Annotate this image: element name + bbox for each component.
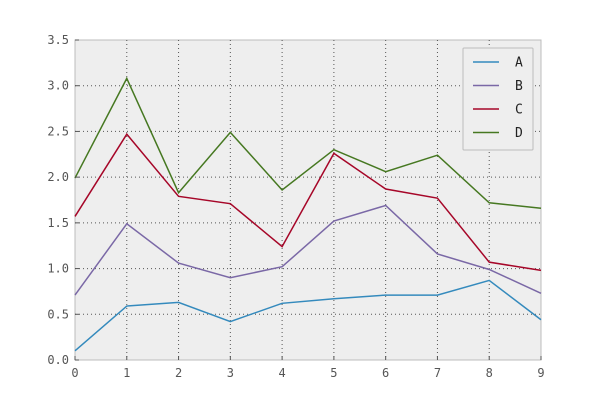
y-tick-label: 3.5 — [47, 33, 69, 47]
legend-label-a: A — [515, 56, 523, 71]
x-tick-label: 8 — [486, 366, 493, 380]
legend-box — [462, 47, 534, 151]
x-tick-label: 4 — [278, 366, 285, 380]
x-tick-label: 0 — [71, 366, 78, 380]
x-tick-label: 1 — [123, 366, 130, 380]
x-tick-label: 5 — [330, 366, 337, 380]
y-axis-ticks: 0.0 0.5 1.0 1.5 2.0 2.5 3.0 3.5 — [47, 33, 79, 367]
y-tick-label: 0.0 — [47, 353, 69, 367]
x-tick-label: 3 — [227, 366, 234, 380]
y-tick-label: 1.5 — [47, 216, 69, 230]
y-tick-label: 1.0 — [47, 262, 69, 276]
series-line-d — [74, 76, 542, 209]
series-lines — [74, 76, 542, 352]
y-tick-label: 2.0 — [47, 170, 69, 184]
x-axis-ticks: 0 1 2 3 4 5 6 7 8 9 — [71, 356, 545, 380]
legend-label-d: D — [515, 126, 523, 141]
x-tick-label: 2 — [175, 366, 182, 380]
series-line-a — [74, 279, 542, 352]
legend-label-c: C — [515, 103, 523, 118]
y-tick-label: 0.5 — [47, 307, 69, 321]
x-tick-label: 7 — [434, 366, 441, 380]
y-tick-label: 2.5 — [47, 124, 69, 138]
series-line-b — [74, 204, 542, 296]
legend-label-b: B — [515, 79, 523, 94]
y-tick-label: 3.0 — [47, 79, 69, 93]
x-tick-label: 6 — [382, 366, 389, 380]
x-tick-label: 9 — [537, 366, 544, 380]
series-line-c — [74, 132, 542, 272]
